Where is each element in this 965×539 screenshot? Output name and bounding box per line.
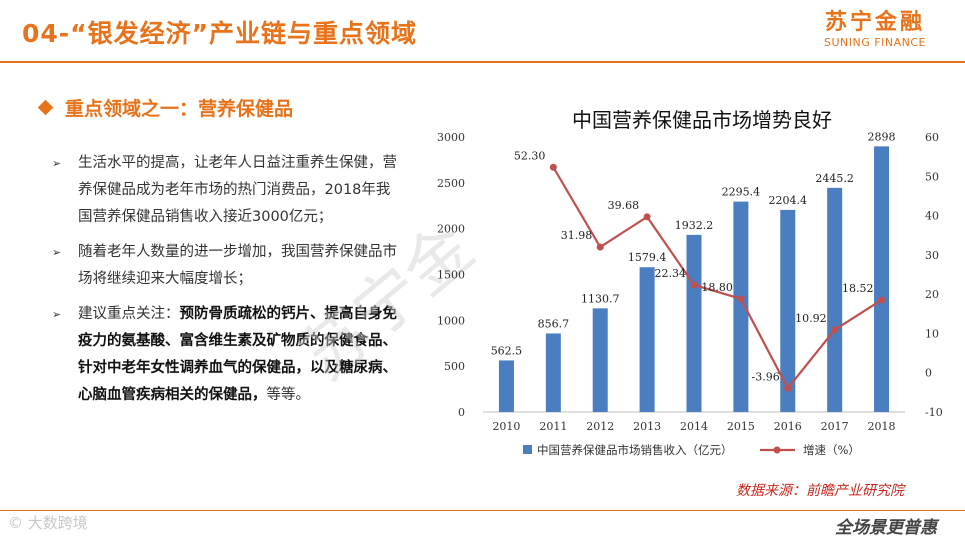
footer-divider — [0, 510, 965, 511]
bar — [686, 234, 702, 412]
growth-point — [690, 281, 698, 289]
chart-title: 中国营养保健品市场增势良好 — [572, 108, 832, 132]
bullet-text: 等等。 — [266, 387, 311, 403]
x-tick-label: 2013 — [633, 420, 661, 433]
bar-value-label: 1130.7 — [581, 292, 620, 305]
growth-value-label: 18.52 — [842, 282, 874, 295]
bullet-item: ➢ 随着老年人数量的进一步增加，我国营养保健品市场将继续迎来大幅度增长； — [52, 239, 397, 293]
bar — [874, 146, 890, 412]
growth-value-label: -3.96 — [752, 370, 780, 383]
x-tick-label: 2014 — [680, 420, 708, 433]
growth-point — [784, 384, 792, 392]
bottom-watermark: © 大数跨境 — [8, 514, 88, 532]
x-tick-label: 2011 — [539, 420, 567, 433]
market-chart: 中国营养保健品市场增势良好050010001500200025003000-10… — [437, 108, 943, 457]
growth-point — [737, 295, 745, 303]
brand-name-en: SUNING FINANCE — [824, 36, 926, 49]
growth-point — [878, 296, 886, 304]
bar-value-label: 2295.4 — [722, 186, 761, 199]
header-divider — [0, 61, 965, 63]
y-right-tick-label: 40 — [925, 210, 939, 223]
bar-value-label: 1579.4 — [628, 251, 667, 264]
y-left-tick-label: 2000 — [437, 223, 465, 236]
bar-value-label: 2898 — [868, 130, 896, 143]
y-left-tick-label: 3000 — [437, 131, 465, 144]
legend-bar-swatch — [523, 445, 532, 454]
growth-value-label: 22.34 — [655, 267, 687, 280]
y-left-tick-label: 1500 — [437, 269, 465, 282]
data-source: 数据来源：前瞻产业研究院 — [736, 483, 904, 499]
bullet-item: ➢ 建议重点关注：预防骨质疏松的钙片、提高自身免疫力的氨基酸、富含维生素及矿物质的… — [52, 301, 397, 409]
x-tick-label: 2010 — [492, 420, 520, 433]
growth-point — [831, 326, 839, 334]
growth-value-label: 39.68 — [608, 199, 640, 212]
legend-line-label: 增速（%） — [803, 443, 860, 457]
y-right-tick-label: -10 — [925, 406, 943, 419]
growth-point — [596, 243, 604, 251]
bar — [780, 209, 796, 412]
growth-value-label: 31.98 — [561, 229, 593, 242]
y-right-tick-label: 0 — [925, 367, 932, 380]
bar-value-label: 2445.2 — [815, 172, 854, 185]
y-left-tick-label: 2500 — [437, 177, 465, 190]
footer-slogan-logo: 全场景更普惠 — [835, 518, 937, 538]
y-left-tick-label: 1000 — [437, 314, 465, 327]
x-tick-label: 2015 — [727, 420, 755, 433]
bullet-text: 建议重点关注： — [78, 306, 180, 322]
growth-point — [643, 213, 651, 221]
arrow-bullet-icon: ➢ — [52, 157, 62, 170]
y-left-tick-label: 500 — [444, 360, 465, 373]
bar — [639, 267, 655, 412]
page-title: 04-“银发经济”产业链与重点领域 — [22, 19, 418, 48]
section-heading: 重点领域之一：营养保健品 — [37, 94, 294, 121]
growth-value-label: 18.80 — [701, 281, 733, 294]
bullet-item: ➢ 生活水平的提高，让老年人日益注重养生保健，营养保健品成为老年市场的热门消费品，… — [52, 150, 397, 231]
x-tick-label: 2017 — [821, 420, 849, 433]
arrow-bullet-icon: ➢ — [52, 308, 62, 321]
brand-name-cn: 苏宁金融 — [824, 10, 925, 35]
legend-line-marker — [773, 446, 781, 454]
bar-value-label: 856.7 — [538, 317, 570, 330]
bar — [592, 308, 608, 412]
growth-value-label: 10.92 — [795, 312, 827, 325]
legend-bar-label: 中国营养保健品市场销售收入（亿元） — [537, 443, 733, 457]
growth-line — [552, 166, 883, 391]
bar — [545, 333, 561, 412]
x-tick-label: 2012 — [586, 420, 614, 433]
section-title-text: 重点领域之一：营养保健品 — [65, 98, 294, 120]
x-tick-label: 2018 — [868, 420, 896, 433]
y-right-tick-label: 10 — [925, 327, 939, 340]
bar — [733, 201, 749, 412]
header: 04-“银发经济”产业链与重点领域 苏宁金融 SUNING FINANCE — [0, 0, 965, 64]
diamond-bullet-icon — [37, 99, 54, 116]
y-right-tick-label: 20 — [925, 288, 939, 301]
bar-value-label: 562.5 — [491, 344, 523, 357]
bullet-text: 生活水平的提高，让老年人日益注重养生保健，营养保健品成为老年市场的热门消费品，2… — [78, 155, 397, 225]
bullet-list: ➢ 生活水平的提高，让老年人日益注重养生保健，营养保健品成为老年市场的热门消费品，… — [52, 150, 397, 417]
y-left-tick-label: 0 — [458, 406, 465, 419]
bar-value-label: 2204.4 — [769, 194, 808, 207]
bar-value-label: 1932.2 — [675, 219, 714, 232]
bar — [827, 187, 843, 412]
bullet-text-bold: 预防骨质疏松的钙片、提高自身免疫力的氨基酸、富含维生素及矿物质的保健食品、针对中… — [78, 306, 397, 403]
bar — [498, 360, 514, 412]
y-right-tick-label: 30 — [925, 249, 939, 262]
brand-logo: 苏宁金融 SUNING FINANCE — [815, 10, 935, 50]
x-tick-label: 2016 — [774, 420, 802, 433]
growth-point — [549, 163, 557, 171]
bullet-text: 随着老年人数量的进一步增加，我国营养保健品市场将继续迎来大幅度增长； — [78, 244, 397, 287]
y-right-tick-label: 50 — [925, 170, 939, 183]
y-right-tick-label: 60 — [925, 131, 939, 144]
growth-value-label: 52.30 — [514, 149, 546, 162]
arrow-bullet-icon: ➢ — [52, 246, 62, 259]
